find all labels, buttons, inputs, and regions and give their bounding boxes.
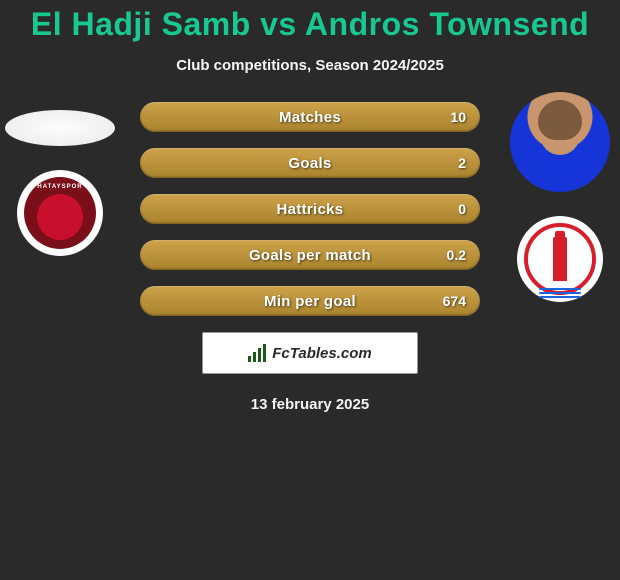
player-b-name: Andros Townsend	[305, 6, 589, 42]
stat-label: Matches	[279, 109, 341, 126]
stat-label: Goals per match	[249, 247, 371, 264]
left-column: HATAYSPOR	[0, 92, 120, 256]
brand-bars-icon	[248, 344, 266, 362]
brand-box[interactable]: FcTables.com	[202, 332, 418, 374]
player-a-avatar	[5, 110, 115, 146]
stat-label: Min per goal	[264, 293, 356, 310]
antalyaspor-waves-icon	[539, 286, 581, 296]
right-column	[500, 92, 620, 302]
stat-value-right: 674	[443, 286, 466, 316]
player-b-avatar	[510, 92, 610, 192]
subtitle: Club competitions, Season 2024/2025	[0, 57, 620, 74]
player-a-club-badge: HATAYSPOR	[17, 170, 103, 256]
player-b-club-badge	[517, 216, 603, 302]
stat-bar-hattricks: Hattricks 0	[140, 194, 480, 224]
stat-bar-goals-per-match: Goals per match 0.2	[140, 240, 480, 270]
stat-bar-min-per-goal: Min per goal 674	[140, 286, 480, 316]
stat-bars: Matches 10 Goals 2 Hattricks 0 Goals per…	[140, 102, 480, 413]
hatayspor-badge-text: HATAYSPOR	[37, 184, 82, 190]
hatayspor-badge-core	[37, 194, 83, 240]
vs-word: vs	[260, 6, 297, 42]
stat-bar-goals: Goals 2	[140, 148, 480, 178]
page-title: El Hadji Samb vs Andros Townsend	[0, 0, 620, 43]
hatayspor-badge-inner: HATAYSPOR	[24, 177, 96, 249]
date-text: 13 february 2025	[140, 396, 480, 413]
brand-text: FcTables.com	[272, 345, 371, 362]
stat-label: Goals	[288, 155, 331, 172]
stat-value-right: 10	[450, 102, 466, 132]
player-a-name: El Hadji Samb	[31, 6, 251, 42]
antalyaspor-ring	[524, 223, 596, 295]
comparison-stage: HATAYSPOR Matches 10 Goals 2 Hattricks 0	[0, 92, 620, 452]
stat-value-right: 0	[458, 194, 466, 224]
stat-value-right: 0.2	[447, 240, 466, 270]
stat-value-right: 2	[458, 148, 466, 178]
stat-label: Hattricks	[277, 201, 344, 218]
stat-bar-matches: Matches 10	[140, 102, 480, 132]
antalyaspor-tower-icon	[553, 237, 567, 281]
